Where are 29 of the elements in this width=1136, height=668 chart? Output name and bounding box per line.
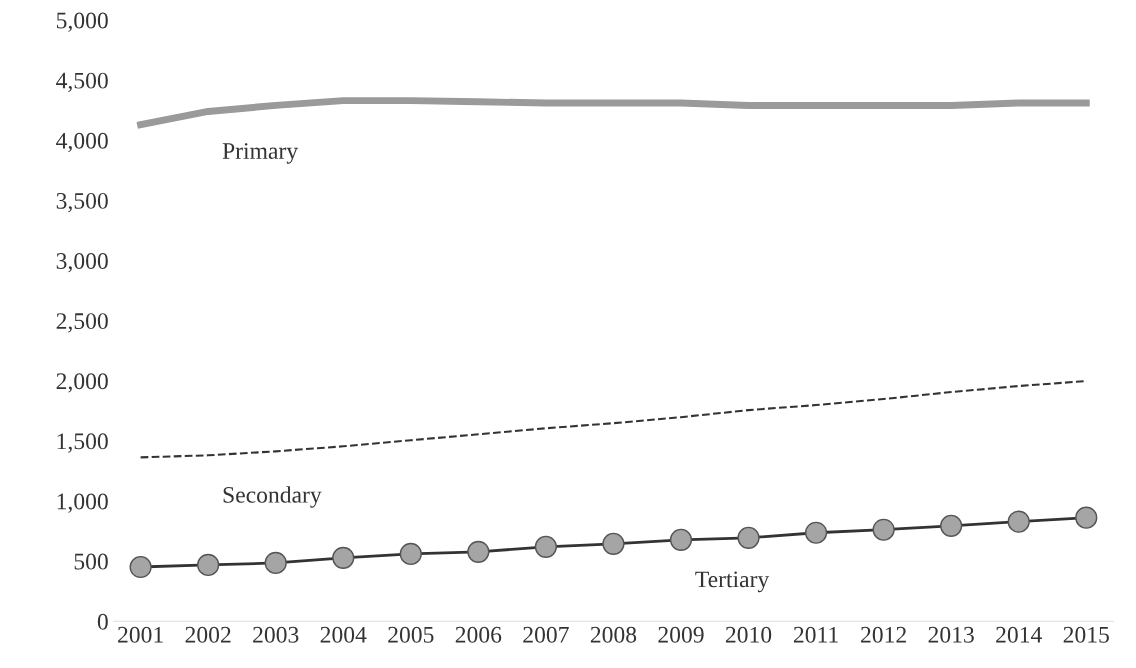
- series-label: Tertiary: [695, 571, 770, 593]
- series-label: Secondary: [223, 486, 322, 508]
- x-tick-label: 2008: [590, 626, 637, 643]
- x-tick-label: 2001: [118, 626, 163, 643]
- y-tick-label: 4,500: [56, 72, 108, 92]
- x-tick-label: 2006: [455, 626, 502, 643]
- x-tick-label: 2012: [861, 626, 906, 643]
- x-tick-label: 2015: [1063, 626, 1109, 643]
- x-tick-label: 2002: [185, 626, 231, 643]
- y-tick-label: 3,000: [56, 253, 108, 273]
- x-tick-label: 2010: [725, 626, 772, 643]
- x-tick-label: 2011: [793, 626, 838, 643]
- y-tick-label: 1,500: [57, 433, 108, 453]
- y-tick-label: 0: [97, 613, 108, 630]
- x-tick-label: 2007: [523, 626, 569, 643]
- x-tick-label: 2013: [928, 626, 974, 643]
- y-tick-label: 2,500: [56, 313, 108, 333]
- series-label: Primary: [222, 143, 299, 164]
- y-tick-label: 4,000: [56, 132, 108, 153]
- y-tick-label: 1,000: [57, 493, 108, 513]
- x-tick-label: 2005: [388, 626, 434, 643]
- x-tick-label: 2009: [658, 626, 704, 643]
- x-tick-label: 2004: [320, 626, 367, 643]
- y-tick-label: 3,500: [56, 192, 108, 213]
- y-tick-label: 2,000: [56, 373, 108, 393]
- x-tick-label: 2014: [996, 626, 1042, 643]
- y-tick-label: 500: [74, 553, 108, 570]
- x-tick-label: 2003: [253, 626, 299, 643]
- y-tick-label: 5,000: [56, 12, 108, 32]
